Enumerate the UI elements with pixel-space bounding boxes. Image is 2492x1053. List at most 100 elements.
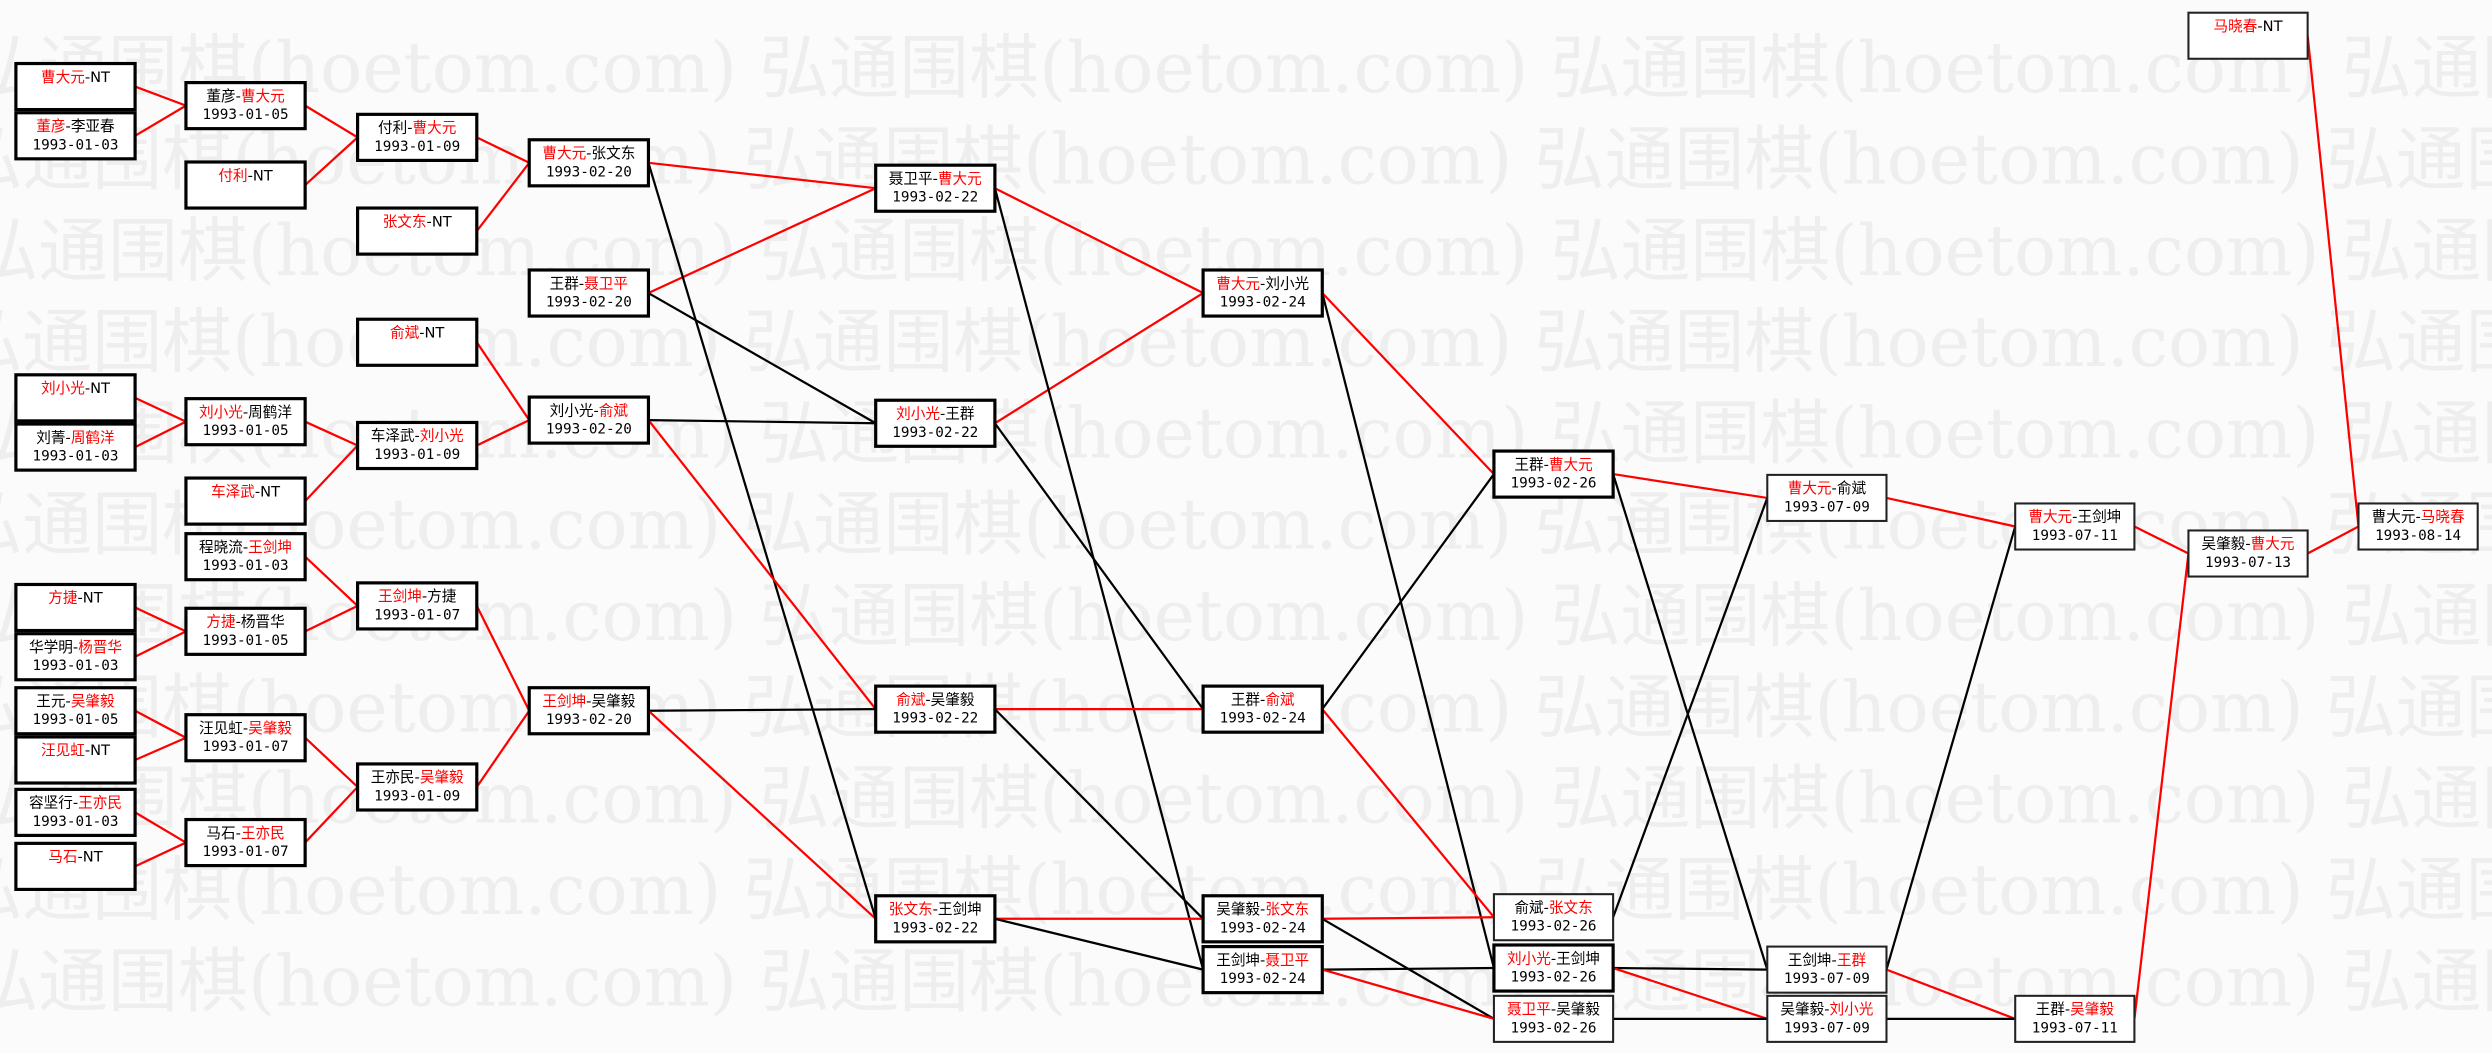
match-box[interactable]: 付利-曹大元 1993-01-09 — [356, 112, 479, 162]
match-box[interactable]: 程晓流-王剑坤 1993-01-03 — [184, 532, 307, 582]
separator: - — [243, 720, 248, 737]
match-players: 曹大元-俞斌 — [1788, 479, 1867, 497]
bracket-line-A1-B1 — [134, 85, 187, 107]
match-box[interactable]: 曹大元-王剑坤 1993-07-11 — [2014, 502, 2136, 551]
match-box[interactable]: 曹大元-马晓春 1993-08-14 — [2357, 502, 2479, 551]
match-box[interactable]: 聂卫平-吴肇毅 1993-02-26 — [1492, 994, 1615, 1043]
match-box[interactable]: 刘小光-王群 1993-02-22 — [874, 398, 997, 448]
match-box[interactable]: 刘小光-周鹤洋 1993-01-05 — [184, 397, 307, 447]
match-box-frame — [527, 138, 651, 188]
match-box[interactable]: 付利-NT — [184, 160, 307, 210]
match-box[interactable]: 张文东-王剑坤 1993-02-22 — [874, 894, 997, 944]
match-players: 董彦-李亚春 — [36, 118, 115, 135]
match-box[interactable]: 聂卫平-曹大元 1993-02-22 — [874, 163, 997, 213]
match-box[interactable]: 董彦-李亚春 1993-01-03 — [14, 111, 137, 161]
match-box[interactable]: 方捷-NT — [14, 582, 137, 633]
bracket-line-C6-D4 — [475, 710, 531, 788]
match-box[interactable]: 曹大元-刘小光 1993-02-24 — [1201, 268, 1324, 318]
match-box[interactable]: 刘菁-周鹤洋 1993-01-03 — [14, 422, 137, 472]
separator: - — [933, 901, 938, 918]
match-box[interactable]: 方捷-杨晋华 1993-01-05 — [184, 606, 307, 656]
winner-name: 吴肇毅 — [2070, 1001, 2114, 1018]
match-box[interactable]: 王剑坤-王群 1993-07-09 — [1766, 945, 1888, 994]
separator: - — [248, 167, 253, 184]
match-box[interactable]: 刘小光-俞斌 1993-02-20 — [527, 395, 651, 445]
match-box[interactable]: 车泽武-NT — [184, 476, 307, 526]
bracket-line-G3-H3 — [1612, 966, 1768, 1020]
bracket-line-B3-C4 — [304, 420, 359, 447]
bracket-line-A6-B6 — [134, 630, 187, 658]
match-box[interactable]: 俞斌-NT — [356, 317, 479, 367]
match-date: 1993-07-11 — [2032, 1020, 2118, 1036]
bracket-line-E1-F1 — [994, 187, 1204, 295]
match-players: 王亦民-吴肇毅 — [371, 769, 464, 786]
match-box[interactable]: 汪见虹-NT — [14, 735, 137, 785]
player-name: 吴肇毅 — [931, 691, 975, 708]
match-box[interactable]: 王剑坤-方捷 1993-01-07 — [356, 581, 479, 631]
match-box[interactable]: 马晓春-NT — [2187, 11, 2309, 60]
winner-name: 张文东 — [383, 213, 427, 230]
match-box[interactable]: 王元-吴肇毅 1993-01-05 — [14, 686, 137, 736]
separator: - — [85, 380, 90, 397]
match-box[interactable]: 刘小光-NT — [14, 373, 137, 423]
bracket-line-D3-E2 — [648, 418, 876, 425]
match-box[interactable]: 华学明-杨晋华 1993-01-03 — [14, 632, 137, 682]
match-box[interactable]: 马石-王亦民 1993-01-07 — [184, 817, 307, 868]
match-box[interactable]: 王亦民-吴肇毅 1993-01-09 — [356, 762, 479, 812]
player-name: NT — [432, 213, 452, 230]
match-box[interactable]: 董彦-曹大元 1993-01-05 — [184, 81, 307, 131]
match-date: 1993-07-09 — [1784, 499, 1870, 515]
match-box-frame — [1201, 944, 1324, 995]
match-box-frame — [2187, 529, 2309, 578]
bracket-line-B5-C5 — [304, 555, 359, 607]
match-box[interactable]: 吴肇毅-张文东 1993-02-24 — [1201, 894, 1324, 944]
player-name: NT — [2263, 18, 2283, 35]
match-date: 1993-01-03 — [32, 449, 118, 465]
match-box[interactable]: 王群-聂卫平 1993-02-20 — [527, 268, 651, 318]
match-box[interactable]: 王剑坤-聂卫平 1993-02-24 — [1201, 944, 1324, 995]
bracket-line-A8-B7 — [134, 736, 187, 761]
match-box[interactable]: 容坚行-王亦民 1993-01-03 — [14, 787, 137, 837]
match-box[interactable]: 吴肇毅-刘小光 1993-07-09 — [1766, 994, 1888, 1043]
separator: - — [73, 795, 78, 812]
match-box[interactable]: 俞斌-张文东 1993-02-26 — [1492, 893, 1615, 942]
match-box[interactable]: 车泽武-刘小光 1993-01-09 — [356, 420, 479, 471]
match-box[interactable]: 俞斌-吴肇毅 1993-02-22 — [874, 684, 997, 734]
match-box[interactable]: 王群-曹大元 1993-02-26 — [1492, 449, 1615, 499]
match-players: 刘菁-周鹤洋 — [36, 429, 115, 446]
player-name: NT — [90, 380, 110, 397]
separator: - — [427, 213, 432, 230]
winner-name: 马晓春 — [2421, 509, 2465, 526]
match-box[interactable]: 汪见虹-吴肇毅 1993-01-07 — [184, 713, 307, 763]
separator: - — [255, 483, 260, 500]
match-players: 曹大元-NT — [41, 69, 110, 86]
match-date: 1993-01-07 — [203, 739, 289, 755]
match-players: 刘小光-王群 — [896, 406, 975, 423]
player-name: 王剑坤 — [1788, 952, 1832, 969]
match-box[interactable]: 刘小光-王剑坤 1993-02-26 — [1492, 943, 1615, 993]
match-box-frame — [356, 420, 479, 471]
separator: - — [1551, 1001, 1556, 1018]
match-box[interactable]: 张文东-NT — [356, 206, 479, 256]
match-box[interactable]: 王剑坤-吴肇毅 1993-02-20 — [527, 686, 651, 736]
match-box[interactable]: 曹大元-NT — [14, 61, 137, 112]
match-date: 1993-02-20 — [546, 422, 632, 438]
player-name: 付利 — [378, 120, 407, 137]
match-box[interactable]: 王群-吴肇毅 1993-07-11 — [2014, 994, 2136, 1043]
separator: - — [586, 145, 591, 162]
match-box-frame — [356, 206, 479, 256]
match-box[interactable]: 王群-俞斌 1993-02-24 — [1201, 684, 1324, 734]
match-box[interactable]: 吴肇毅-曹大元 1993-07-13 — [2187, 529, 2309, 578]
match-box-frame — [356, 581, 479, 631]
match-box-frame — [184, 81, 307, 131]
bracket-line-B8-C6 — [304, 786, 359, 844]
winner-name: 王群 — [1837, 952, 1867, 969]
player-name: NT — [425, 325, 445, 342]
match-box[interactable]: 曹大元-张文东 1993-02-20 — [527, 138, 651, 188]
match-box[interactable]: 曹大元-俞斌 1993-07-09 — [1766, 473, 1888, 522]
match-box-frame — [14, 632, 137, 682]
winner-name: 王亦民 — [78, 795, 122, 812]
match-box-frame — [184, 532, 307, 582]
match-box[interactable]: 马石-NT — [14, 841, 137, 891]
